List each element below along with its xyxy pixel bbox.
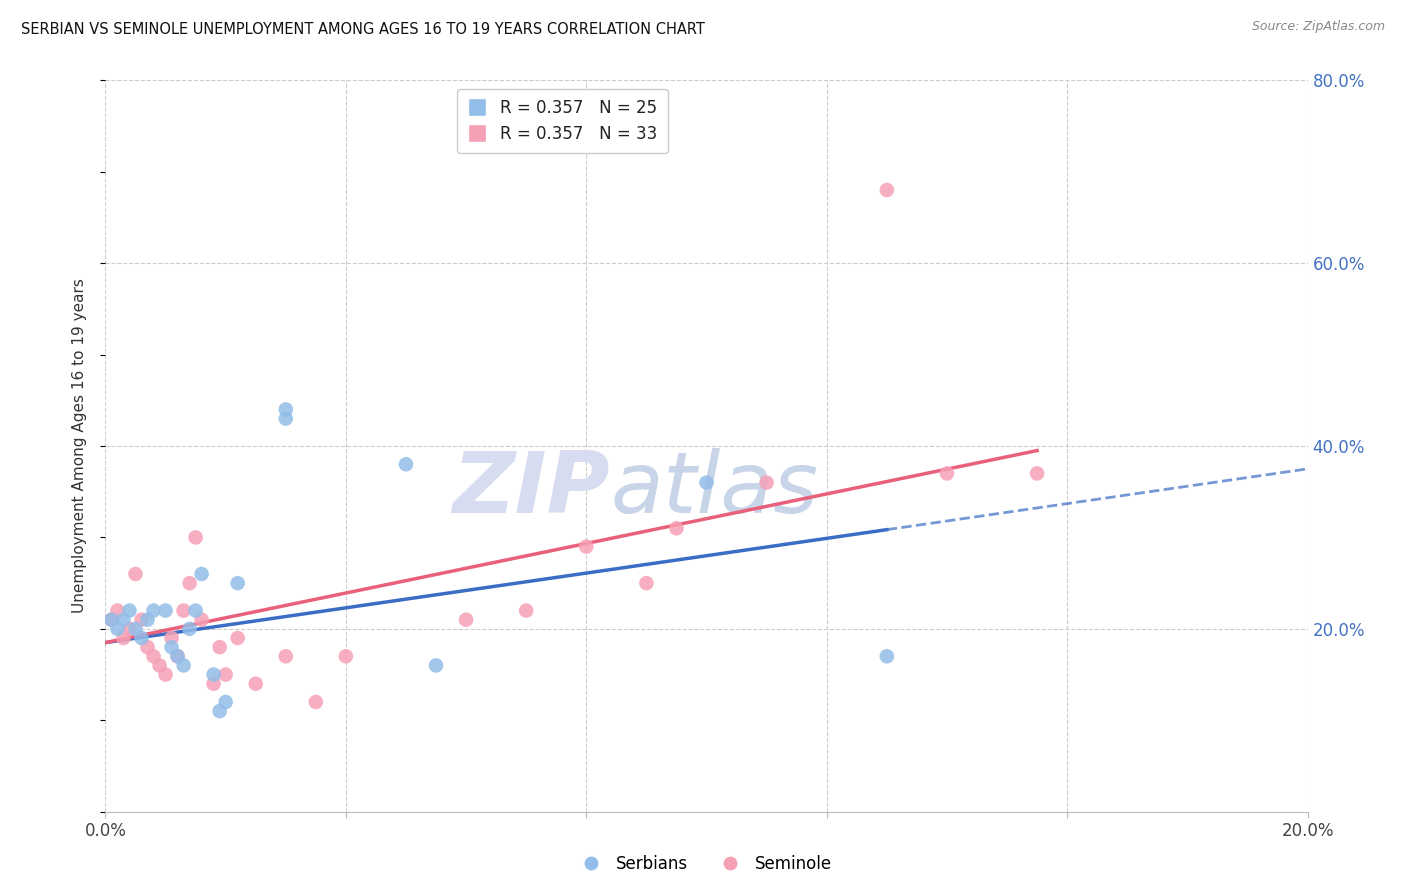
Point xyxy=(190,613,212,627)
Point xyxy=(160,631,183,645)
Point xyxy=(202,676,225,690)
Point xyxy=(107,622,129,636)
Point xyxy=(155,603,177,617)
Point xyxy=(515,603,537,617)
Point xyxy=(160,640,183,655)
Point xyxy=(202,667,225,681)
Point xyxy=(636,576,658,591)
Point xyxy=(214,695,236,709)
Text: ZIP: ZIP xyxy=(453,449,610,532)
Point xyxy=(876,183,898,197)
Point xyxy=(118,603,141,617)
Point xyxy=(142,603,165,617)
Point xyxy=(876,649,898,664)
Point xyxy=(124,567,146,582)
Point xyxy=(136,613,159,627)
Point xyxy=(148,658,170,673)
Point xyxy=(124,622,146,636)
Point xyxy=(118,622,141,636)
Point xyxy=(155,667,177,681)
Point xyxy=(1026,467,1049,481)
Point xyxy=(142,649,165,664)
Point xyxy=(100,613,122,627)
Point xyxy=(179,622,201,636)
Point xyxy=(305,695,328,709)
Point xyxy=(335,649,357,664)
Point xyxy=(208,640,231,655)
Text: atlas: atlas xyxy=(610,449,818,532)
Point xyxy=(184,530,207,544)
Point xyxy=(208,704,231,718)
Point xyxy=(665,521,688,535)
Point xyxy=(936,467,959,481)
Point xyxy=(226,631,249,645)
Point xyxy=(190,567,212,582)
Point xyxy=(245,676,267,690)
Legend: R = 0.357   N = 25, R = 0.357   N = 33: R = 0.357 N = 25, R = 0.357 N = 33 xyxy=(457,88,668,153)
Point xyxy=(395,458,418,472)
Point xyxy=(274,411,297,425)
Point xyxy=(173,603,195,617)
Point xyxy=(575,540,598,554)
Text: SERBIAN VS SEMINOLE UNEMPLOYMENT AMONG AGES 16 TO 19 YEARS CORRELATION CHART: SERBIAN VS SEMINOLE UNEMPLOYMENT AMONG A… xyxy=(21,22,704,37)
Point xyxy=(131,613,153,627)
Point xyxy=(454,613,477,627)
Point xyxy=(166,649,188,664)
Point xyxy=(136,640,159,655)
Point xyxy=(131,631,153,645)
Text: Source: ZipAtlas.com: Source: ZipAtlas.com xyxy=(1251,20,1385,33)
Legend: Serbians, Seminole: Serbians, Seminole xyxy=(568,848,838,880)
Point xyxy=(425,658,447,673)
Point xyxy=(179,576,201,591)
Point xyxy=(166,649,188,664)
Point xyxy=(696,475,718,490)
Point xyxy=(112,613,135,627)
Point xyxy=(173,658,195,673)
Point xyxy=(274,649,297,664)
Point xyxy=(107,603,129,617)
Point xyxy=(274,402,297,417)
Point xyxy=(755,475,778,490)
Point xyxy=(100,613,122,627)
Point xyxy=(226,576,249,591)
Point xyxy=(184,603,207,617)
Y-axis label: Unemployment Among Ages 16 to 19 years: Unemployment Among Ages 16 to 19 years xyxy=(72,278,87,614)
Point xyxy=(112,631,135,645)
Point xyxy=(214,667,236,681)
